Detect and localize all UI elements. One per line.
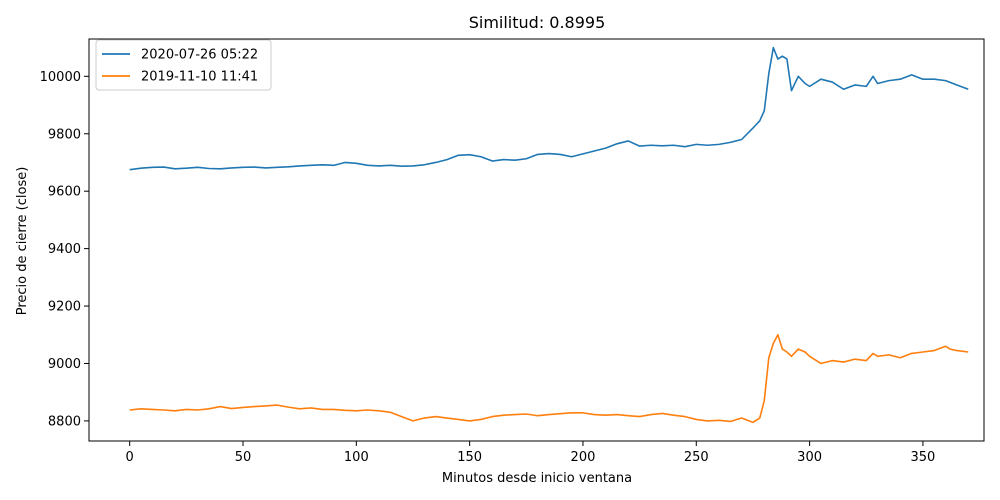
x-axis: 0 50 100 150 200 250 300 350 xyxy=(126,441,936,465)
plot-frame xyxy=(88,38,985,442)
x-tick-label: 100 xyxy=(344,450,369,465)
y-tick-label: 10000 xyxy=(40,70,81,85)
y-tick-label: 9400 xyxy=(48,242,81,257)
legend-label-1: 2020-07-26 05:22 xyxy=(141,48,258,63)
y-axis-label: Precio de cierre (close) xyxy=(15,167,30,316)
y-tick-label: 8800 xyxy=(48,414,81,429)
chart-title: Similitud: 0.8995 xyxy=(469,13,606,32)
y-axis: 8800 9000 9200 9400 9600 9800 10000 xyxy=(40,70,89,429)
y-tick-label: 9800 xyxy=(48,127,81,142)
y-tick-label: 9000 xyxy=(48,357,81,372)
x-axis-label: Minutos desde inicio ventana xyxy=(442,471,632,486)
x-tick-label: 150 xyxy=(457,450,482,465)
plot-area xyxy=(129,46,969,424)
series-line-1 xyxy=(129,46,969,171)
x-tick-label: 350 xyxy=(911,450,936,465)
x-tick-label: 0 xyxy=(126,450,134,465)
x-tick-label: 50 xyxy=(235,450,252,465)
x-tick-label: 300 xyxy=(797,450,822,465)
series-line-2 xyxy=(129,333,969,424)
legend-box xyxy=(95,39,272,91)
y-tick-label: 9200 xyxy=(48,300,81,315)
x-tick-label: 200 xyxy=(571,450,596,465)
y-tick-label: 9600 xyxy=(48,185,81,200)
legend-label-2: 2019-11-10 11:41 xyxy=(141,70,258,85)
legend: 2020-07-26 05:22 2019-11-10 11:41 xyxy=(95,39,272,91)
x-tick-label: 250 xyxy=(684,450,709,465)
